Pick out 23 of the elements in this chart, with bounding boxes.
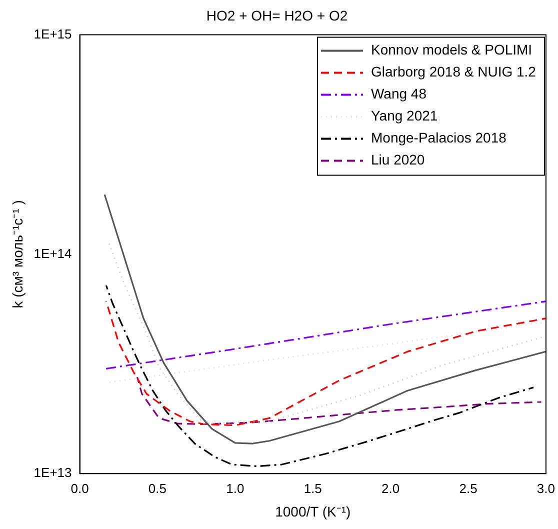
x-tick-label: 1.5 — [304, 480, 322, 496]
line-series — [105, 300, 546, 426]
legend-label: Konnov models & POLIMI — [370, 42, 532, 58]
x-tick-label: 2.5 — [459, 480, 478, 496]
y-tick-label: 1E+15 — [34, 26, 72, 42]
line-series — [104, 300, 546, 370]
y-tick-label: 1E+13 — [34, 465, 72, 480]
x-tick-label: 2.0 — [382, 480, 400, 496]
line-series — [105, 284, 534, 468]
y-tick-label: 1E+14 — [34, 246, 72, 261]
line-series — [136, 376, 542, 425]
x-tick-label: 1.0 — [226, 480, 244, 496]
legend-label: Monge-Palacios 2018 — [370, 130, 507, 146]
legend-label: Wang 48 — [370, 86, 427, 102]
legend-label: Glarborg 2018 & NUIG 1.2 — [370, 64, 536, 80]
x-tick-label: 0.5 — [148, 480, 166, 496]
legend-label: Yang 2021 — [370, 108, 438, 124]
x-axis-title: 1000/T (K⁻¹) — [275, 503, 351, 520]
y-axis-title: k (см³ моль⁻¹с⁻¹ ) — [9, 200, 26, 308]
chart-title: HO2 + OH= H2O + O2 — [206, 7, 348, 24]
x-tick-label: 3.0 — [536, 480, 556, 496]
legend-label: Liu 2020 — [370, 152, 425, 168]
x-tick-label: 0.0 — [70, 480, 89, 496]
